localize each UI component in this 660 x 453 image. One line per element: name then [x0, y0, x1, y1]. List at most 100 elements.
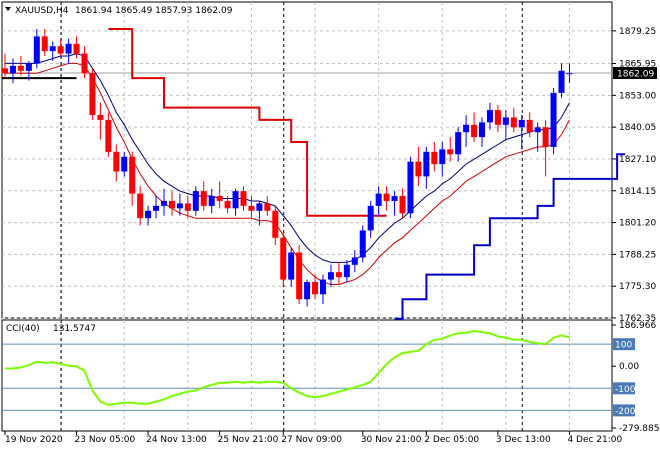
- x-tick-label: 4 Dec 21:00: [567, 435, 622, 445]
- cci-indicator-name: CCI(40): [6, 324, 40, 334]
- candle-bear: [296, 252, 303, 300]
- current-price-label: 1862.09: [617, 70, 654, 80]
- candle-bear: [168, 200, 175, 209]
- candle-bear: [264, 203, 271, 211]
- candle-bull: [479, 122, 485, 138]
- candle-bull: [391, 196, 398, 201]
- moving-average-line: [5, 53, 570, 263]
- candle-bear: [184, 203, 191, 211]
- x-tick-label: 24 Nov 13:00: [146, 435, 207, 445]
- candle-bear: [494, 110, 501, 125]
- candle-bull: [176, 203, 183, 209]
- cci-panel-frame: [1, 319, 613, 432]
- candle-bull: [256, 203, 263, 211]
- cci-y-tick-label: 186.966: [619, 321, 656, 331]
- y-tick-label: 1801.20: [619, 219, 656, 229]
- cci-y-tick-label: -279.8854: [619, 424, 660, 434]
- candle-bear: [97, 114, 104, 120]
- candle-bull: [49, 46, 56, 52]
- candle-bull: [343, 264, 350, 278]
- y-tick-label: 1814.15: [619, 187, 656, 197]
- cci-level-label-bg: [613, 404, 635, 417]
- x-tick-label: 2 Dec 05:00: [424, 435, 479, 445]
- candle-bull: [192, 191, 199, 211]
- candle-bull: [208, 196, 215, 206]
- candle-bear: [137, 193, 144, 219]
- candle-bear: [105, 119, 112, 152]
- candle-bear: [471, 124, 478, 138]
- candle-bear: [200, 191, 207, 206]
- candle-bull: [375, 193, 382, 206]
- candle-bear: [248, 205, 255, 211]
- candle-bull: [423, 151, 430, 177]
- candle-bear: [431, 151, 438, 165]
- candle-bull: [486, 110, 493, 123]
- axes: 1879.25 1865.95 1853.00 1840.05 1827.10 1814.…: [4, 27, 660, 445]
- x-tick-label: 25 Nov 21:00: [218, 435, 279, 445]
- candle-bear: [57, 46, 64, 54]
- candle-bear: [399, 196, 406, 214]
- y-tick-label: 1762.35: [619, 314, 656, 324]
- cci-indicator-value: 131.5747: [53, 324, 96, 334]
- candle-bear: [89, 73, 96, 115]
- band-line: [394, 153, 626, 320]
- cci-line: [5, 329, 570, 406]
- candle-bull: [407, 161, 414, 214]
- candle-bear: [41, 36, 48, 52]
- candle-bear: [240, 191, 247, 206]
- cci-level-label-bg: [613, 382, 635, 395]
- candle-bear: [526, 119, 533, 133]
- current-price-label-bg: [613, 67, 657, 80]
- y-tick-label: 1827.10: [619, 155, 656, 165]
- candle-bear: [73, 43, 80, 54]
- candle-bear: [224, 200, 231, 209]
- symbol-timeframe: XAUUSD,H4: [15, 6, 69, 16]
- candle-bull: [9, 65, 16, 74]
- candle-bear: [335, 272, 342, 278]
- candle-bull: [161, 200, 167, 206]
- candle-bull: [25, 63, 32, 71]
- candle-bull: [145, 210, 152, 219]
- y-tick-label: 1840.05: [619, 123, 656, 133]
- ohlc-values: 1861.94 1865.49 1857.93 1862.09: [75, 6, 233, 16]
- candle-bull: [153, 205, 160, 211]
- candle-bear: [415, 161, 422, 177]
- candle-bear: [81, 53, 88, 74]
- indicator-lines: [2, 28, 626, 320]
- cci-level-label: -200: [615, 407, 636, 417]
- moving-average-line: [5, 62, 570, 285]
- candle-bull: [320, 279, 326, 295]
- candle-bull: [502, 117, 509, 125]
- x-tick-label: 19 Nov 2020: [5, 435, 63, 445]
- candle-bear: [383, 193, 390, 201]
- candle-bull: [558, 70, 565, 93]
- candle-bull: [65, 43, 72, 54]
- candle-bull: [566, 73, 573, 75]
- candle-bull: [518, 119, 525, 128]
- candle-bull: [463, 124, 470, 133]
- x-tick-label: 23 Nov 05:00: [75, 435, 136, 445]
- candle-bear: [17, 65, 24, 71]
- candle-bear: [447, 149, 454, 155]
- x-tick-label: 27 Nov 09:00: [281, 435, 342, 445]
- x-tick-label: 3 Dec 13:00: [496, 435, 551, 445]
- band-line: [108, 28, 387, 217]
- candle-bull: [550, 92, 557, 147]
- candle-bull: [351, 257, 358, 265]
- y-tick-label: 1853.00: [619, 91, 656, 101]
- y-tick-label: 1788.25: [619, 250, 656, 260]
- candle-bull: [121, 156, 128, 172]
- collapse-triangle-icon[interactable]: [5, 7, 11, 11]
- y-tick-label: 1775.30: [619, 282, 656, 292]
- candle-bear: [113, 151, 120, 172]
- cci-header: CCI(40) 131.5747: [6, 324, 96, 334]
- candle-bear: [312, 282, 319, 295]
- y-tick-label: 1865.95: [619, 60, 656, 70]
- cci-y-tick-label: 0.00: [619, 362, 639, 372]
- candle-bear: [216, 196, 223, 201]
- candle-bull: [232, 191, 239, 209]
- candle-bear: [129, 156, 136, 194]
- candle-bull: [455, 132, 462, 155]
